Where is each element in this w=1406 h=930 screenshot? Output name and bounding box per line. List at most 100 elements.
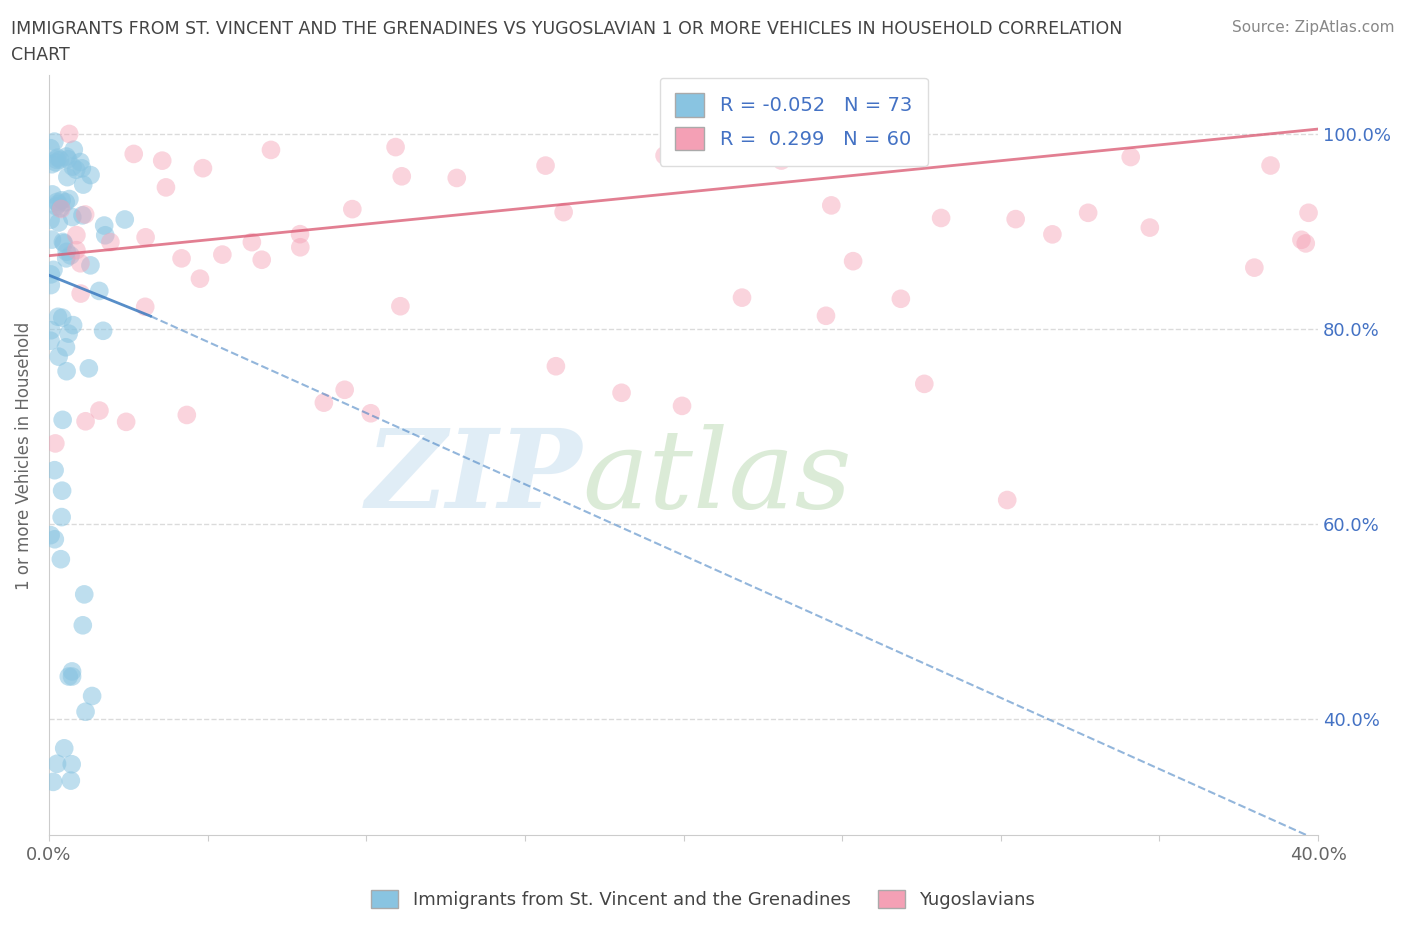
Point — [770, 153, 793, 168]
Point — [55, 245, 77, 259]
Point — [114, 212, 136, 227]
Point — [654, 148, 676, 163]
Point — [135, 230, 157, 245]
Point — [49, 201, 72, 216]
Point — [240, 234, 263, 249]
Point — [44, 134, 66, 149]
Point — [1004, 212, 1026, 227]
Point — [1243, 260, 1265, 275]
Point — [55, 194, 77, 209]
Point — [820, 198, 842, 213]
Point — [360, 405, 382, 420]
Point — [250, 252, 273, 267]
Point — [82, 688, 104, 703]
Point — [312, 395, 335, 410]
Point — [42, 775, 65, 790]
Point — [55, 339, 77, 354]
Point — [58, 669, 80, 684]
Point — [55, 149, 77, 164]
Point — [122, 147, 145, 162]
Text: CHART: CHART — [11, 46, 70, 64]
Point — [75, 207, 97, 222]
Point — [51, 311, 73, 325]
Point — [59, 773, 82, 788]
Point — [41, 232, 63, 247]
Point — [553, 205, 575, 219]
Point — [446, 170, 468, 185]
Point — [191, 161, 214, 176]
Point — [58, 126, 80, 141]
Point — [48, 215, 70, 230]
Text: atlas: atlas — [582, 424, 852, 532]
Point — [60, 209, 83, 224]
Point — [610, 385, 633, 400]
Point — [62, 159, 84, 174]
Point — [44, 463, 66, 478]
Point — [929, 210, 952, 225]
Point — [176, 407, 198, 422]
Point — [44, 532, 66, 547]
Point — [534, 158, 557, 173]
Point — [39, 140, 62, 155]
Point — [290, 240, 312, 255]
Point — [51, 193, 73, 207]
Point — [155, 179, 177, 194]
Point — [48, 349, 70, 364]
Point — [65, 228, 87, 243]
Point — [333, 382, 356, 397]
Point — [69, 154, 91, 169]
Point — [58, 326, 80, 341]
Point — [72, 618, 94, 632]
Point — [62, 318, 84, 333]
Point — [46, 310, 69, 325]
Point — [51, 510, 73, 525]
Point — [100, 234, 122, 249]
Point — [391, 169, 413, 184]
Point — [49, 551, 72, 566]
Point — [52, 412, 75, 427]
Point — [62, 142, 84, 157]
Point — [41, 187, 63, 202]
Point — [45, 155, 67, 170]
Point — [69, 256, 91, 271]
Point — [912, 377, 935, 392]
Point — [1077, 206, 1099, 220]
Point — [995, 493, 1018, 508]
Point — [49, 153, 72, 167]
Point — [94, 228, 117, 243]
Point — [1042, 227, 1064, 242]
Text: ZIP: ZIP — [366, 424, 582, 532]
Point — [1139, 220, 1161, 235]
Point — [45, 153, 67, 167]
Point — [890, 291, 912, 306]
Point — [39, 323, 62, 338]
Point — [389, 299, 412, 313]
Point — [60, 669, 83, 684]
Point — [115, 415, 138, 430]
Point — [44, 436, 66, 451]
Point — [288, 227, 311, 242]
Point — [45, 199, 67, 214]
Point — [170, 251, 193, 266]
Text: IMMIGRANTS FROM ST. VINCENT AND THE GRENADINES VS YUGOSLAVIAN 1 OR MORE VEHICLES: IMMIGRANTS FROM ST. VINCENT AND THE GREN… — [11, 20, 1122, 38]
Point — [58, 192, 80, 206]
Point — [188, 272, 211, 286]
Legend: R = -0.052   N = 73, R =  0.299   N = 60: R = -0.052 N = 73, R = 0.299 N = 60 — [659, 77, 928, 166]
Point — [93, 219, 115, 233]
Point — [55, 251, 77, 266]
Point — [41, 157, 63, 172]
Point — [79, 167, 101, 182]
Point — [89, 284, 111, 299]
Point — [260, 142, 283, 157]
Point — [39, 278, 62, 293]
Point — [65, 163, 87, 178]
Point — [134, 299, 156, 314]
Text: Source: ZipAtlas.com: Source: ZipAtlas.com — [1232, 20, 1395, 35]
Point — [814, 309, 837, 324]
Point — [39, 212, 62, 227]
Point — [75, 414, 97, 429]
Point — [72, 177, 94, 192]
Legend: Immigrants from St. Vincent and the Grenadines, Yugoslavians: Immigrants from St. Vincent and the Gren… — [364, 883, 1042, 916]
Point — [46, 194, 69, 209]
Point — [1298, 206, 1320, 220]
